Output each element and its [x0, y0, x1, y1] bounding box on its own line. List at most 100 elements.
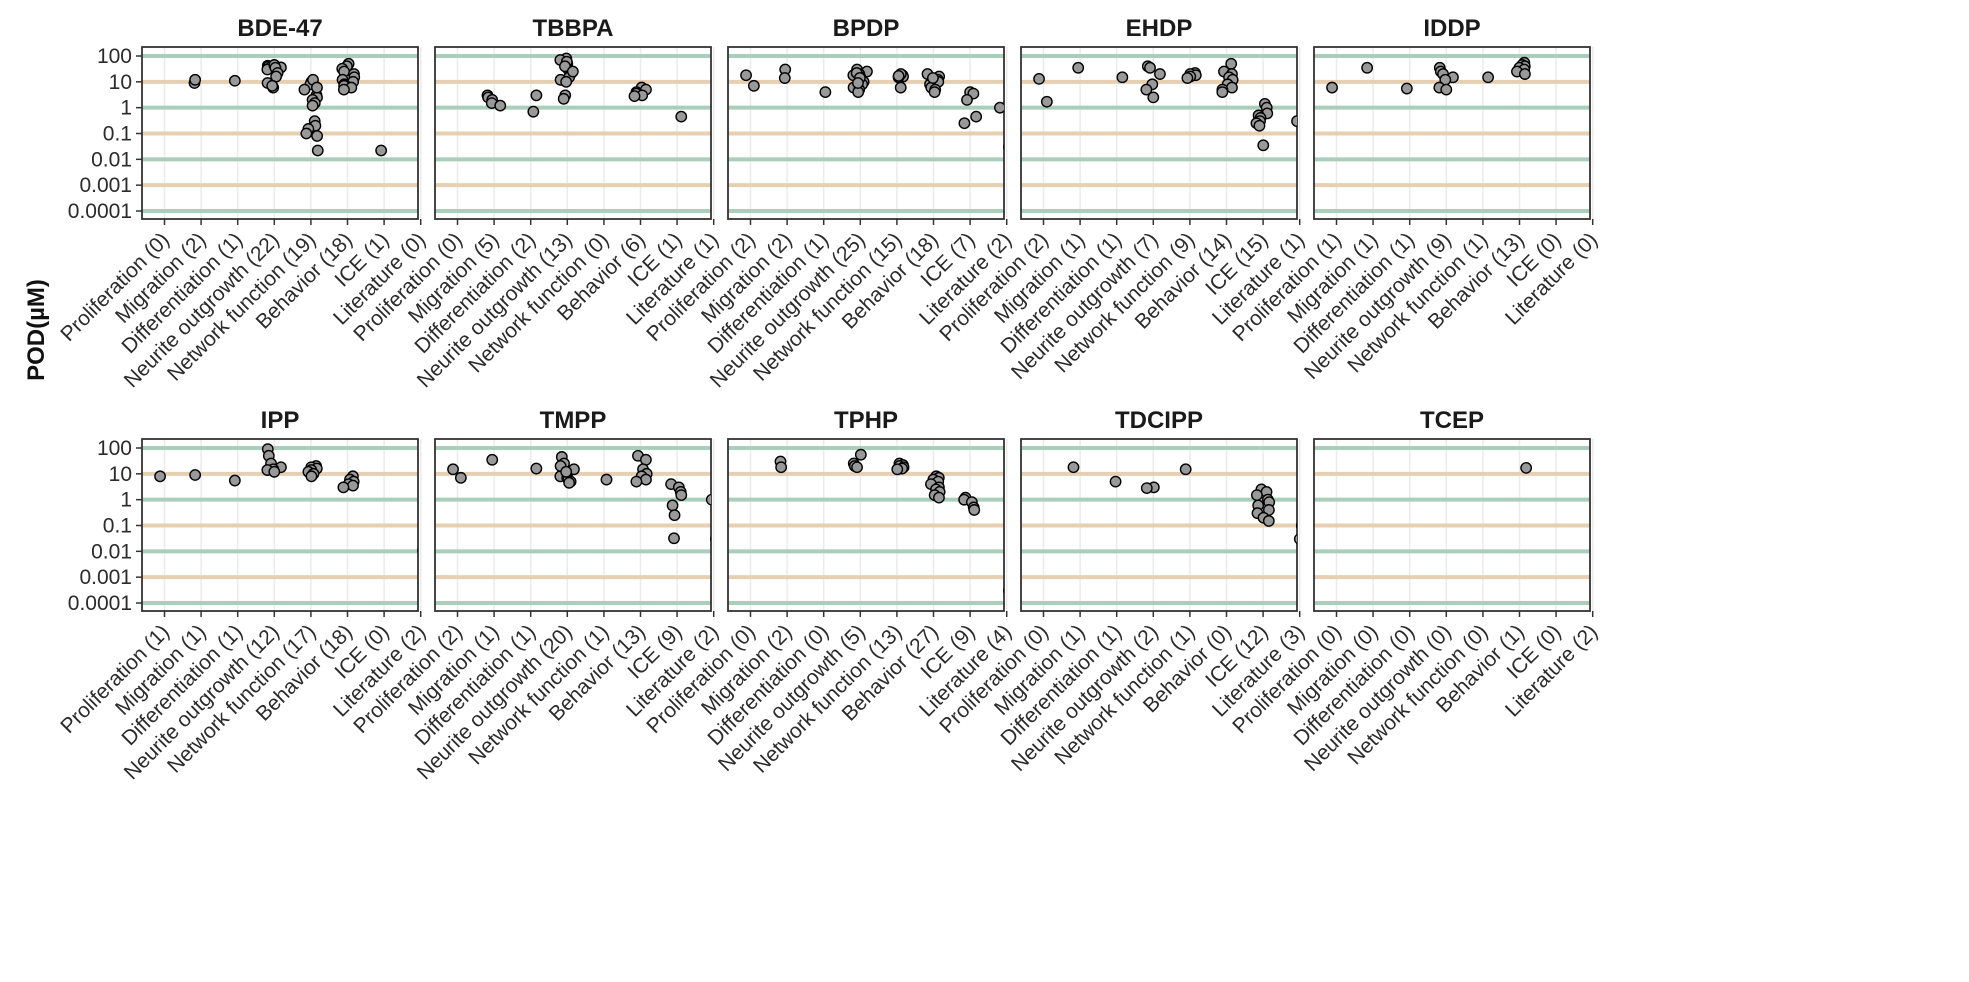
data-point [1140, 83, 1153, 96]
points-group [1033, 57, 1297, 152]
data-point [640, 473, 652, 486]
data-point [189, 469, 202, 481]
y-tick-label: 1 [120, 489, 132, 512]
data-point [1293, 533, 1297, 545]
data-point [819, 86, 832, 99]
panel-border [434, 438, 712, 612]
data-point [189, 73, 202, 86]
data-point [347, 479, 359, 492]
data-point [375, 144, 388, 157]
data-point [668, 532, 680, 545]
data-point [1072, 61, 1085, 74]
y-tick-label: 1 [120, 97, 132, 120]
data-point [1301, 538, 1311, 548]
y-tick-label: 0.1 [103, 123, 132, 146]
data-point [1003, 587, 1004, 594]
data-point [894, 81, 907, 94]
data-point [298, 83, 311, 96]
data-point [266, 79, 279, 92]
panel-border [1313, 46, 1591, 220]
data-point [961, 93, 973, 106]
y-tick-label: 0.01 [91, 540, 132, 563]
data-point [1520, 461, 1533, 474]
data-point [666, 499, 679, 512]
data-point [1519, 68, 1531, 80]
data-point [530, 462, 543, 475]
data-point [1179, 463, 1192, 476]
y-tick-label: 0.001 [79, 566, 132, 589]
points-group [154, 443, 432, 554]
data-point [851, 461, 863, 474]
data-point [1257, 139, 1270, 152]
data-point [1003, 143, 1004, 151]
panel-title: IPP [261, 407, 300, 434]
data-point [530, 89, 543, 102]
data-point [300, 127, 313, 140]
data-point [228, 474, 241, 487]
data-point [311, 130, 324, 142]
data-point [560, 465, 573, 478]
panel-title: EHDP [1126, 15, 1193, 42]
data-point [1326, 81, 1338, 94]
data-point [454, 471, 467, 484]
data-point [630, 475, 643, 488]
panel-title: TMPP [540, 407, 607, 434]
panel-border [1020, 46, 1298, 220]
data-point [337, 481, 350, 494]
data-point [933, 491, 945, 504]
data-point [1144, 61, 1156, 74]
y-tick-label: 0.0001 [68, 592, 132, 615]
points-group [1067, 461, 1311, 548]
y-tick-label: 0.0001 [68, 200, 132, 223]
data-point [968, 504, 981, 516]
data-point [563, 476, 576, 489]
y-tick-label: 100 [97, 437, 132, 460]
y-tick-label: 0.01 [91, 148, 132, 171]
panel-border [1313, 438, 1591, 612]
data-point [566, 65, 579, 78]
data-point [852, 77, 864, 89]
panel-border [727, 438, 1005, 612]
data-point [1253, 119, 1266, 132]
data-point [740, 69, 752, 82]
data-point [747, 79, 760, 92]
panel-title: TDCIPP [1115, 407, 1203, 434]
data-point [422, 487, 432, 497]
y-tick-label: 0.1 [103, 515, 132, 538]
data-point [1006, 526, 1016, 536]
points-group [1326, 56, 1531, 96]
data-point [557, 92, 570, 105]
data-point [1291, 115, 1297, 128]
data-point [417, 547, 418, 554]
data-point [311, 81, 323, 94]
points-group [447, 449, 711, 545]
panel-title: IDDP [1423, 15, 1480, 42]
data-point [1147, 91, 1160, 104]
data-point [1250, 489, 1263, 502]
y-tick-label: 10 [109, 463, 132, 486]
data-point [486, 453, 499, 466]
data-point [154, 470, 166, 483]
panel-title: BPDP [833, 15, 900, 42]
panel-title: TBBPA [533, 15, 614, 42]
data-point [628, 90, 641, 103]
data-point [675, 489, 688, 502]
data-point [1361, 61, 1374, 74]
data-point [447, 463, 459, 476]
data-point [311, 144, 324, 157]
data-point [994, 101, 1004, 114]
data-point [710, 535, 711, 543]
data-point [675, 110, 688, 123]
points-group [740, 63, 1004, 151]
data-point [306, 99, 319, 112]
panel-border [434, 46, 712, 220]
data-point [1216, 86, 1229, 99]
data-point [560, 75, 573, 88]
data-point [928, 86, 941, 99]
points-group [188, 57, 388, 157]
data-point [705, 493, 711, 506]
data-point [1295, 522, 1297, 529]
